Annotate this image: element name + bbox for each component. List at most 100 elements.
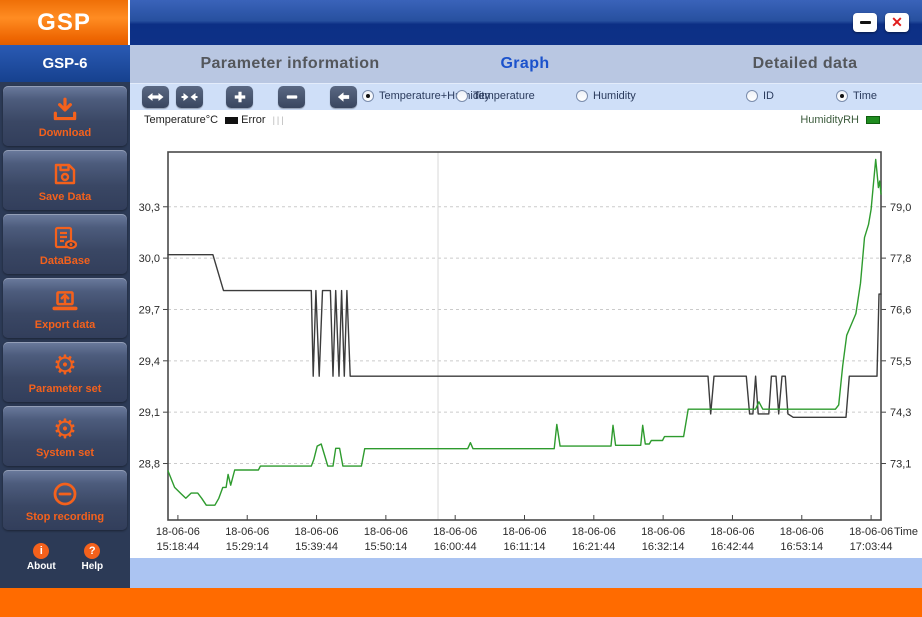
svg-text:29,1: 29,1: [139, 407, 160, 419]
svg-text:Time: Time: [894, 526, 918, 538]
minimize-button[interactable]: [853, 13, 877, 32]
svg-text:16:42:44: 16:42:44: [711, 541, 754, 553]
radio-label: Humidity: [593, 90, 636, 102]
svg-text:18-06-06: 18-06-06: [780, 526, 824, 538]
svg-text:30,3: 30,3: [139, 202, 160, 214]
radio-label: Time: [853, 90, 878, 102]
svg-text:79,0: 79,0: [890, 202, 911, 214]
sidebar-footer: i About ? Help: [0, 530, 130, 584]
sidebar-item-export-data[interactable]: Export data: [3, 278, 127, 338]
stop-recording-icon: [51, 478, 79, 510]
close-button[interactable]: ✕: [885, 13, 909, 32]
radio-label: ID: [763, 90, 774, 102]
tab-bar: Parameter information Graph Detailed dat…: [130, 45, 922, 83]
svg-text:73,1: 73,1: [890, 459, 911, 471]
svg-text:16:21:44: 16:21:44: [572, 541, 615, 553]
collapse-horizontal-icon: [181, 93, 198, 101]
about-label: About: [26, 560, 56, 572]
minus-icon: [286, 95, 297, 99]
sidebar-item-database[interactable]: DataBase: [3, 214, 127, 274]
svg-text:76,6: 76,6: [890, 304, 911, 316]
svg-text:29,7: 29,7: [139, 304, 160, 316]
parameter-gear-icon: ⚙: [52, 349, 78, 381]
sidebar-item-save-data[interactable]: Save Data: [3, 150, 127, 210]
expand-horizontal-button[interactable]: [142, 86, 169, 108]
sidebar-item-label: Save Data: [38, 190, 92, 203]
svg-text:18-06-06: 18-06-06: [641, 526, 685, 538]
svg-text:30,0: 30,0: [139, 253, 160, 265]
save-icon: [51, 158, 79, 190]
sidebar-item-stop-recording[interactable]: Stop recording: [3, 470, 127, 530]
error-marks: |||: [272, 115, 286, 125]
error-swatch: [225, 116, 239, 124]
sidebar-item-label: Download: [38, 126, 92, 139]
radio-circle: [576, 90, 588, 102]
sidebar-item-label: Export data: [34, 318, 96, 331]
plus-icon: [234, 91, 245, 103]
app-logo: GSP: [0, 0, 130, 45]
chart-legend: Temperature°C Error ||| HumidityRH: [130, 110, 922, 132]
radio-circle: [836, 90, 848, 102]
radio-time[interactable]: Time: [836, 90, 877, 102]
export-icon: [50, 286, 80, 318]
radio-label: Temperature: [473, 90, 535, 102]
titlebar: ✕: [130, 0, 922, 45]
svg-text:16:00:44: 16:00:44: [434, 541, 477, 553]
sidebar-item-parameter-set[interactable]: ⚙ Parameter set: [3, 342, 127, 402]
svg-text:15:18:44: 15:18:44: [156, 541, 199, 553]
svg-text:15:50:14: 15:50:14: [364, 541, 407, 553]
system-gear-icon: ⚙: [52, 413, 78, 445]
humidity-legend-label: HumidityRH: [800, 114, 859, 126]
svg-text:16:11:14: 16:11:14: [503, 541, 545, 553]
svg-text:75,5: 75,5: [890, 356, 911, 368]
svg-text:29,4: 29,4: [139, 356, 160, 368]
tab-graph[interactable]: Graph: [500, 55, 550, 72]
svg-text:18-06-06: 18-06-06: [364, 526, 408, 538]
svg-text:18-06-06: 18-06-06: [710, 526, 754, 538]
device-model-badge: GSP-6: [0, 45, 130, 82]
back-button[interactable]: [330, 86, 357, 108]
error-legend-label: Error: [241, 114, 266, 126]
info-icon: i: [33, 542, 50, 559]
radio-circle: [456, 90, 468, 102]
sidebar-item-label: Stop recording: [25, 510, 105, 523]
question-icon: ?: [84, 542, 101, 559]
download-icon: [50, 94, 80, 126]
sidebar-item-system-set[interactable]: ⚙ System set: [3, 406, 127, 466]
sidebar-item-label: Parameter set: [28, 382, 102, 395]
svg-text:18-06-06: 18-06-06: [433, 526, 477, 538]
humidity-swatch: [866, 116, 880, 124]
svg-text:18-06-06: 18-06-06: [572, 526, 616, 538]
svg-text:18-06-06: 18-06-06: [225, 526, 269, 538]
svg-text:18-06-06: 18-06-06: [502, 526, 546, 538]
temperature-legend-label: Temperature°C: [144, 114, 219, 126]
radio-temperature[interactable]: Temperature: [456, 90, 535, 102]
svg-text:74,3: 74,3: [890, 407, 911, 419]
sidebar-item-label: DataBase: [39, 254, 91, 267]
database-icon: [51, 222, 79, 254]
expand-horizontal-icon: [147, 93, 164, 101]
svg-text:18-06-06: 18-06-06: [849, 526, 893, 538]
zoom-in-button[interactable]: [226, 86, 253, 108]
left-arrow-icon: [337, 92, 350, 102]
zoom-out-button[interactable]: [278, 86, 305, 108]
about-button[interactable]: i About: [26, 542, 56, 572]
svg-text:16:32:14: 16:32:14: [642, 541, 685, 553]
minimize-icon: [859, 21, 871, 24]
svg-text:17:03:44: 17:03:44: [850, 541, 893, 553]
help-button[interactable]: ? Help: [81, 542, 103, 572]
svg-text:18-06-06: 18-06-06: [295, 526, 339, 538]
sidebar-item-download[interactable]: Download: [3, 86, 127, 146]
sidebar-item-label: System set: [35, 446, 95, 459]
collapse-horizontal-button[interactable]: [176, 86, 203, 108]
svg-text:15:39:44: 15:39:44: [295, 541, 338, 553]
trend-chart-plot[interactable]: 30,3 79,0 30,0 77,8 29,7 76,6 29,4 75,5 29,1 74,3…: [130, 132, 922, 558]
svg-text:77,8: 77,8: [890, 253, 911, 265]
radio-id[interactable]: ID: [746, 90, 774, 102]
main-area: ✕ Parameter information Graph Detailed d…: [130, 0, 922, 617]
graph-toolbar: Temperature+Humidity Temperature Humidit…: [130, 83, 922, 110]
radio-humidity[interactable]: Humidity: [576, 90, 636, 102]
tab-parameter-information[interactable]: Parameter information: [200, 55, 380, 72]
tab-detailed-data[interactable]: Detailed data: [752, 55, 858, 72]
